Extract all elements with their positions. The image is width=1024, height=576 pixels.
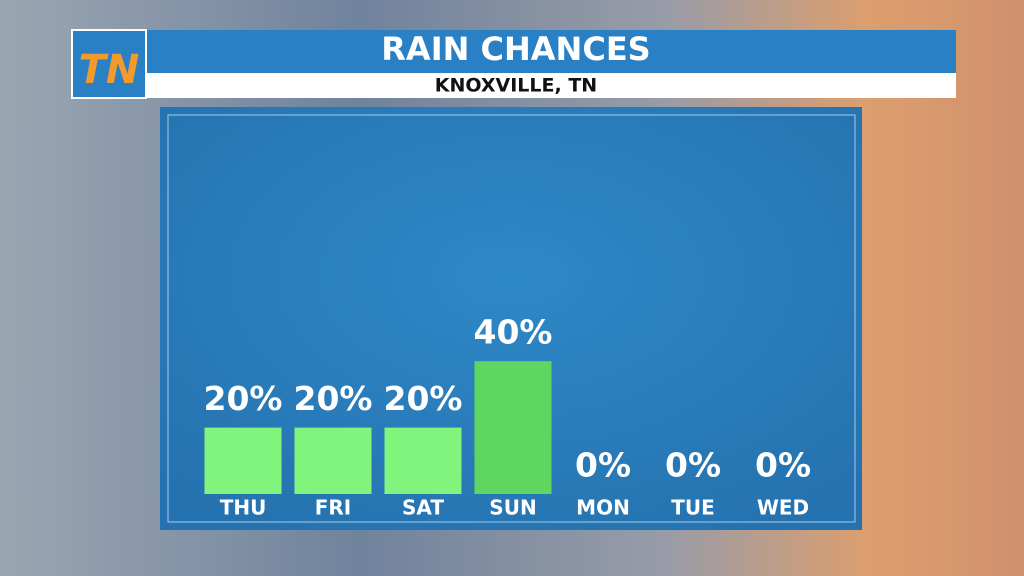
bar <box>384 427 462 494</box>
plot: 20% THU 20% FRI 20% SAT 40% SUN 0% MON 0% TUE 0% WED <box>204 313 812 520</box>
logo: TN <box>79 47 140 93</box>
category-label: THU <box>220 496 267 520</box>
bar <box>204 427 282 494</box>
category-label: WED <box>757 496 809 520</box>
value-label: 0% <box>575 446 631 485</box>
panel-border <box>167 114 856 523</box>
bar <box>474 361 552 494</box>
bar <box>294 427 372 494</box>
value-label: 40% <box>474 313 553 352</box>
title-band <box>72 30 956 73</box>
category-label: SUN <box>489 496 536 520</box>
chart-subtitle: KNOXVILLE, TN <box>435 75 597 97</box>
value-label: 0% <box>755 446 811 485</box>
category-label: TUE <box>671 496 715 520</box>
logo-box <box>71 29 147 99</box>
value-label: 20% <box>384 379 463 418</box>
value-label: 20% <box>294 379 373 418</box>
category-label: SAT <box>402 496 444 520</box>
chart-title: RAIN CHANCES <box>381 30 650 68</box>
category-label: FRI <box>315 496 352 520</box>
value-label: 20% <box>204 379 283 418</box>
category-label: MON <box>576 496 630 520</box>
value-label: 0% <box>665 446 721 485</box>
subtitle-band <box>146 73 956 98</box>
